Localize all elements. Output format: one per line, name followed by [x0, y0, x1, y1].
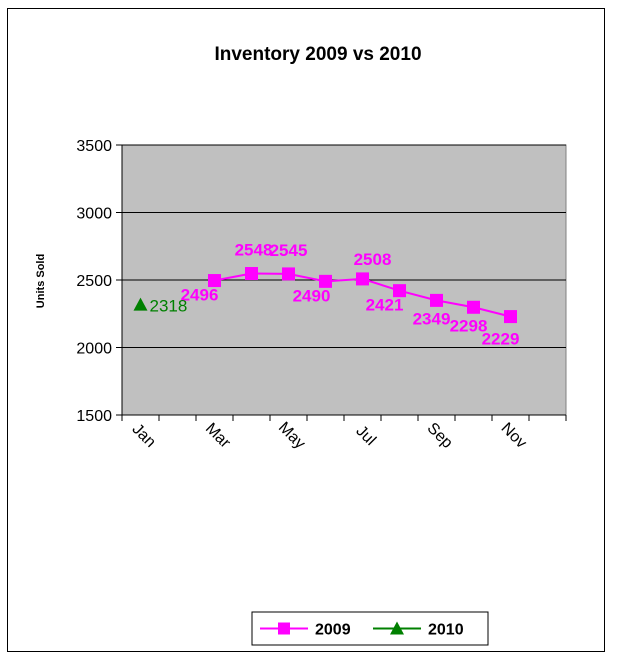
- x-tick-label: Nov: [498, 420, 530, 452]
- data-label-2009: 2545: [270, 241, 308, 260]
- data-point-2009: [245, 267, 258, 281]
- data-point-2009: [393, 284, 406, 298]
- x-tick-label: Jul: [352, 423, 378, 449]
- data-point-2009: [208, 274, 221, 288]
- data-label-2009: 2508: [354, 250, 392, 269]
- y-tick-label: 1500: [76, 408, 112, 425]
- data-label-2009: 2548: [235, 241, 273, 260]
- x-tick-label: Jan: [129, 421, 159, 451]
- legend-marker-2010: [390, 621, 404, 635]
- y-tick-label: 2500: [76, 273, 112, 290]
- legend-label-2010: 2010: [428, 622, 464, 639]
- data-point-2009: [319, 274, 332, 288]
- data-point-2009: [430, 293, 443, 307]
- data-label-2009: 2229: [482, 330, 520, 349]
- legend-marker-2009: [278, 622, 290, 635]
- data-point-2009: [282, 267, 295, 281]
- data-label-2009: 2490: [293, 286, 331, 305]
- data-label-2009: 2298: [450, 316, 488, 335]
- y-tick-label: 2000: [76, 341, 112, 358]
- data-point-2010: [133, 297, 148, 311]
- x-tick-label: May: [275, 419, 308, 452]
- data-point-2009: [504, 310, 517, 324]
- legend-label-2009: 2009: [315, 622, 351, 639]
- plot-area: 1500 2000 2500 3000 3500 Jan Mar May Jul Sep Nov 24…: [76, 138, 567, 453]
- legend: 2009 2010: [251, 611, 489, 646]
- data-label-2009: 2421: [366, 296, 404, 315]
- y-tick-label: 3500: [76, 138, 112, 155]
- data-point-2009: [467, 300, 480, 314]
- chart-title: Inventory 2009 vs 2010: [214, 44, 421, 65]
- x-tick-label: Mar: [202, 420, 234, 452]
- y-axis-label: Units Sold: [35, 254, 47, 308]
- data-label-2009: 2349: [413, 309, 451, 328]
- data-point-2009: [356, 272, 369, 286]
- data-label-2010: 2318: [150, 297, 188, 316]
- x-tick-label: Sep: [424, 420, 456, 452]
- y-tick-label: 3000: [76, 206, 112, 223]
- data-label-2009: 2496: [181, 286, 219, 305]
